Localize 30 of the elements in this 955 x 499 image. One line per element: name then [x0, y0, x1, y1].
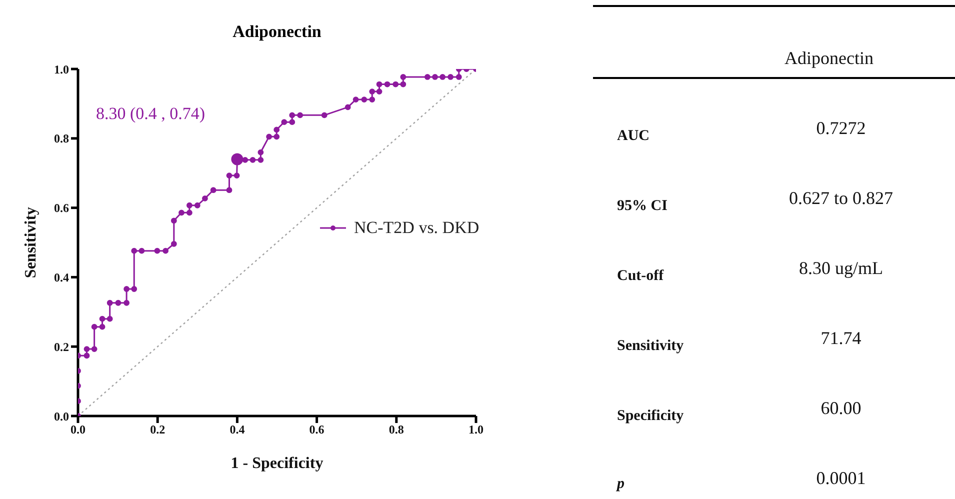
text: 0.7272: [816, 118, 866, 138]
y-tick-label: 0.2: [54, 340, 69, 354]
category-label: 95% CI: [616, 198, 668, 216]
text: 71.74: [820, 328, 862, 348]
x-tick-label: 0.0: [70, 422, 86, 437]
y-tick-label: 1.0: [54, 62, 69, 76]
text: 60.00: [820, 398, 862, 418]
category-label: Specificity: [616, 408, 685, 426]
category-label: Cut-off: [616, 268, 665, 286]
y-axis-title: Sensitivity: [22, 206, 40, 278]
y-tick-label: 0.6: [54, 201, 69, 216]
x-tick-label: 1.0: [468, 422, 484, 437]
category-label: Sensitivity: [616, 338, 685, 356]
category-label: AUC: [616, 128, 650, 146]
x-axis-title: 1 - Specificity: [230, 455, 324, 472]
x-tick-label: 0.2: [150, 422, 166, 437]
x-tick-label: 0.4: [230, 422, 245, 437]
y-tick-label: 0.0: [54, 409, 69, 424]
text: 8.30 ug/mL: [799, 258, 883, 278]
legend-label: NC-T2D vs. DKD: [354, 218, 480, 238]
x-tick-label: 0.6: [309, 422, 324, 437]
x-tick-label: 0.8: [388, 422, 404, 437]
text: 0.0001: [816, 468, 866, 488]
text: Adiponectin: [784, 48, 874, 70]
category-label: p: [615, 476, 626, 494]
y-tick-label: 0.4: [54, 270, 69, 284]
annotation: 8.30 (0.4 , 0.74): [96, 104, 206, 124]
text: 0.627 to 0.827: [788, 188, 893, 208]
chart-title: Adiponectin: [232, 22, 322, 42]
y-tick-label: 0.8: [54, 132, 69, 146]
